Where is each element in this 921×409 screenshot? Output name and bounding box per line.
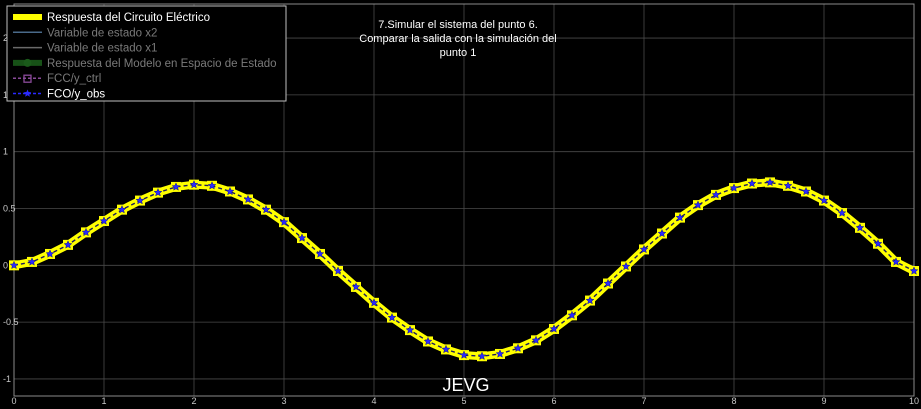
series-marker-fco <box>117 205 127 214</box>
y-tick-label: -1 <box>3 374 11 384</box>
series-marker-fco <box>207 181 217 190</box>
series-marker-fco <box>549 324 559 333</box>
x-tick-label: 5 <box>461 396 466 404</box>
series-marker-fco <box>657 228 667 238</box>
series-marker-fco <box>441 344 451 354</box>
y-tick-label: 0.5 <box>3 204 16 214</box>
series-marker-fco <box>495 349 505 358</box>
series-marker-fco <box>405 325 415 334</box>
series-marker-fco <box>297 233 307 242</box>
series-marker-fco <box>153 187 163 197</box>
series-marker-fco <box>711 190 721 199</box>
series-marker-fco <box>729 183 739 192</box>
x-tick-label: 8 <box>731 396 736 404</box>
legend-label: FCC/y_ctrl <box>47 73 101 85</box>
series-marker-fco <box>567 310 577 320</box>
series-marker-fco <box>243 194 253 204</box>
x-tick-label: 9 <box>821 396 826 404</box>
series-marker-fco <box>81 227 91 237</box>
legend[interactable]: Respuesta del Circuito Eléctrico Variable… <box>6 5 287 102</box>
y-tick-label: -0.5 <box>3 317 19 327</box>
series-marker-fco <box>693 200 703 209</box>
series-marker-fco <box>783 181 793 190</box>
x-tick-label: 6 <box>551 396 556 404</box>
legend-label: Variable de estado x1 <box>47 43 157 55</box>
series-marker-fco <box>891 257 901 266</box>
x-tick-label: 0 <box>11 396 16 404</box>
series-marker-fco <box>189 180 199 189</box>
series-marker-fco <box>603 278 613 288</box>
series-marker-fco <box>63 240 73 249</box>
series-marker-fco <box>765 177 775 187</box>
series-marker-fco <box>801 186 811 196</box>
series-marker-fco <box>351 282 361 291</box>
series-marker-fco <box>747 178 757 188</box>
watermark: JEVG <box>442 375 489 395</box>
series-marker-fco <box>27 257 37 266</box>
series-marker-fco <box>225 186 235 196</box>
series-marker-fco <box>909 266 919 275</box>
chart-title-line: Comparar la salida con la simulación del <box>359 33 556 45</box>
series-marker-fco <box>369 298 379 307</box>
legend-marker <box>23 74 32 83</box>
series-marker-fco <box>585 295 595 305</box>
series-marker-fco <box>45 249 55 258</box>
y-tick-label: 0 <box>3 260 8 270</box>
series-marker-fco <box>9 260 19 270</box>
series-marker-fco <box>621 261 631 271</box>
series-marker-fco <box>855 223 865 232</box>
series-marker-fco <box>531 335 541 345</box>
series-marker-fco <box>459 350 469 359</box>
y-tick-label: 2 <box>3 33 8 43</box>
legend-marker <box>23 58 32 67</box>
chart-title-line: punto 1 <box>440 47 477 59</box>
series-marker-fco <box>819 195 829 205</box>
series-marker-fco <box>99 216 109 225</box>
series-marker-fco <box>261 205 271 214</box>
axes-frame <box>13 3 915 397</box>
x-tick-label: 4 <box>371 396 376 404</box>
x-tick-label: 10 <box>909 396 919 404</box>
legend-label: Variable de estado x2 <box>47 27 157 39</box>
series-marker-fco <box>279 217 289 226</box>
legend-label: Respuesta del Circuito Eléctrico <box>47 12 210 24</box>
series-line-fco <box>13 181 915 357</box>
series-marker-fco <box>387 312 397 322</box>
x-tick-label: 3 <box>281 396 286 404</box>
legend-label: Respuesta del Modelo en Espacio de Estad… <box>47 58 277 70</box>
x-tick-label: 7 <box>641 396 646 404</box>
x-tick-label: 1 <box>101 396 106 404</box>
legend-marker <box>23 89 32 97</box>
series-marker-fco <box>423 336 433 346</box>
y-tick-label: 1 <box>3 147 8 157</box>
series-marker-fco <box>135 195 145 205</box>
series-marker-fco <box>171 182 181 191</box>
series-marker-fco <box>315 249 325 258</box>
series-marker-fco <box>873 239 883 248</box>
series-marker-fco <box>837 208 847 217</box>
chart-title-line: 7.Simular el sistema del punto 6. <box>378 19 538 31</box>
legend-label: FCO/y_obs <box>47 89 105 101</box>
series-marker-fco <box>333 266 343 275</box>
series-marker-fco <box>513 343 523 353</box>
x-tick-label: 2 <box>191 396 196 404</box>
series-marker-fco <box>675 212 685 222</box>
series-marker-fco <box>477 351 487 360</box>
series-marker-fco <box>639 244 649 254</box>
